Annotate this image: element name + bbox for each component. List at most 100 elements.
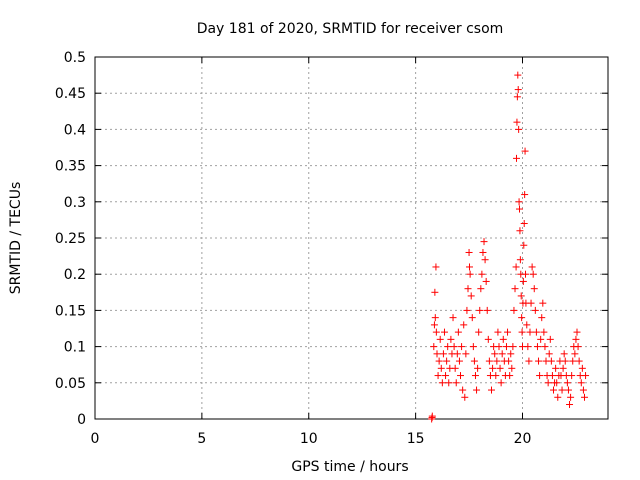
x-axis-label: GPS time / hours <box>291 459 408 475</box>
data-point <box>505 357 513 365</box>
x-tick-label: 0 <box>91 431 100 447</box>
data-point <box>554 393 562 401</box>
data-point <box>468 314 476 322</box>
data-point <box>521 147 529 155</box>
data-point <box>510 306 518 314</box>
y-tick-label: 0 <box>77 412 86 428</box>
data-point <box>431 288 439 296</box>
data-point <box>537 335 545 343</box>
data-point <box>430 321 438 329</box>
data-point <box>450 343 458 351</box>
y-tick-label: 0.3 <box>64 195 86 211</box>
data-point <box>536 372 544 380</box>
data-point <box>521 270 529 278</box>
data-point <box>518 328 526 336</box>
data-point <box>564 386 572 394</box>
data-point <box>465 263 473 271</box>
data-point <box>451 364 459 372</box>
x-tick-label: 5 <box>197 431 206 447</box>
data-point <box>495 343 503 351</box>
data-point <box>509 343 517 351</box>
data-point <box>442 372 450 380</box>
data-point <box>530 285 538 293</box>
data-point <box>432 328 440 336</box>
data-point <box>520 220 528 228</box>
data-point <box>428 412 436 420</box>
data-point <box>435 357 443 365</box>
data-point <box>520 241 528 249</box>
y-tick-label: 0.5 <box>64 50 86 66</box>
data-point <box>494 328 502 336</box>
data-point <box>463 306 471 314</box>
x-tick-label: 10 <box>300 431 318 447</box>
data-point <box>465 248 473 256</box>
data-point <box>539 299 547 307</box>
data-point <box>462 350 470 358</box>
data-point <box>575 357 583 365</box>
data-point <box>460 321 468 329</box>
data-points <box>428 71 590 423</box>
data-point <box>444 343 452 351</box>
data-point <box>516 256 524 264</box>
data-point <box>526 328 534 336</box>
data-point <box>498 350 506 358</box>
data-point <box>563 379 571 387</box>
data-point <box>528 263 536 271</box>
data-point <box>548 372 556 380</box>
data-point <box>582 372 590 380</box>
data-point <box>533 343 541 351</box>
data-point <box>573 328 581 336</box>
x-tick-label: 20 <box>514 431 532 447</box>
data-point <box>511 285 519 293</box>
data-point <box>521 191 529 199</box>
data-point <box>458 343 466 351</box>
data-point <box>482 277 490 285</box>
data-point <box>480 238 488 246</box>
data-point <box>574 343 582 351</box>
data-point <box>473 386 481 394</box>
data-point <box>560 350 568 358</box>
data-point <box>431 314 439 322</box>
data-point <box>430 343 438 351</box>
y-tick-label: 0.35 <box>55 159 86 175</box>
data-point <box>578 364 586 372</box>
data-point <box>540 328 548 336</box>
data-point <box>457 372 465 380</box>
data-point <box>531 306 539 314</box>
data-point <box>513 93 521 101</box>
data-point <box>439 350 447 358</box>
data-point <box>569 357 577 365</box>
data-point <box>515 125 523 133</box>
data-point <box>549 386 557 394</box>
data-point <box>466 270 474 278</box>
data-point <box>504 328 512 336</box>
y-axis-label: SRMTID / TECUs <box>8 182 24 295</box>
data-point <box>545 350 553 358</box>
data-point <box>499 335 507 343</box>
data-point <box>517 292 525 300</box>
data-point <box>518 314 526 322</box>
data-point <box>535 357 543 365</box>
data-point <box>514 71 522 79</box>
data-point <box>469 343 477 351</box>
data-point <box>452 379 460 387</box>
data-point <box>453 350 461 358</box>
data-point <box>571 350 579 358</box>
data-point <box>488 386 496 394</box>
data-point <box>483 306 491 314</box>
data-point <box>489 364 497 372</box>
data-point <box>516 205 524 213</box>
x-tick-label: 15 <box>407 431 425 447</box>
data-point <box>529 270 537 278</box>
data-point <box>436 335 444 343</box>
data-point <box>559 364 567 372</box>
axis-ticks: 0 0.05 0.1 0.15 0.2 0.25 0.3 0.35 0.4 0.45 0.5 0 5 10… <box>55 50 608 447</box>
data-point <box>455 357 463 365</box>
data-point <box>432 263 440 271</box>
data-point <box>561 357 569 365</box>
data-point <box>516 227 524 235</box>
data-point <box>524 343 532 351</box>
y-tick-label: 0.4 <box>64 122 86 138</box>
data-point <box>437 364 445 372</box>
